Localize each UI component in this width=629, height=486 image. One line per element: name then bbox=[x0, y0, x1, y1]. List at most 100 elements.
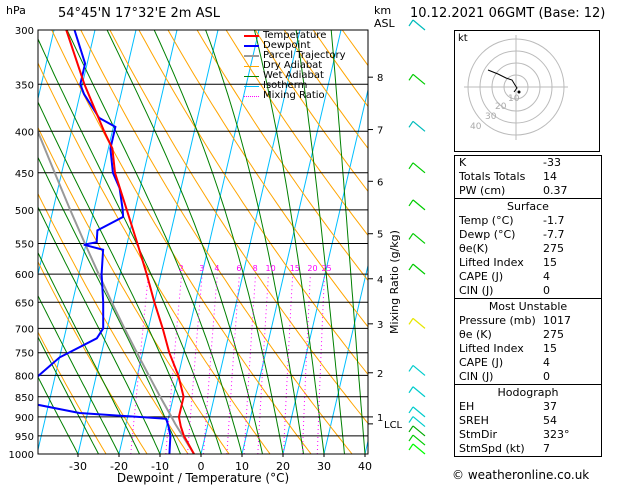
mixing-ratio-line bbox=[301, 274, 311, 454]
wind-barb bbox=[408, 443, 426, 455]
surface-row: Temp (°C) -1.7 bbox=[459, 214, 565, 227]
wind-barb bbox=[408, 233, 426, 244]
wind-barb bbox=[408, 199, 426, 211]
pressure-tick-label: 850 bbox=[15, 393, 34, 404]
dry-adiabat-line bbox=[196, 30, 368, 282]
mu-row: Pressure (mb) 1017 bbox=[459, 314, 571, 327]
wind-barb bbox=[408, 19, 426, 31]
copyright: © weatheronline.co.uk bbox=[452, 468, 590, 482]
mixing-ratio-label: 10 bbox=[266, 264, 276, 273]
legend-item-wet-adiabat: Wet Adiabat bbox=[244, 71, 346, 81]
isotherm-line bbox=[118, 30, 219, 454]
km-tick-label: 2 bbox=[377, 369, 383, 380]
dry-adiabat-line bbox=[38, 331, 107, 454]
dry-adiabat-line bbox=[254, 30, 368, 193]
legend-item-temperature: Temperature bbox=[244, 31, 346, 41]
pressure-tick-label: 1000 bbox=[9, 450, 34, 461]
mu-row: Lifted Index 15 bbox=[459, 342, 557, 355]
parcel-trajectory-line bbox=[38, 129, 195, 454]
mixing-ratio-line bbox=[165, 274, 183, 454]
hodograph: kt 10 20 30 40 bbox=[454, 30, 600, 152]
index-row-tt: Totals Totals 14 bbox=[459, 170, 557, 183]
wind-barb bbox=[408, 425, 426, 437]
legend: Temperature Dewpoint Parcel Trajectory D… bbox=[244, 31, 346, 101]
mixing-ratio-label: 8 bbox=[253, 264, 258, 273]
mixing-ratio-line bbox=[226, 274, 240, 454]
km-tick-label: 1 bbox=[377, 413, 383, 424]
km-tick-label: 4 bbox=[377, 275, 383, 286]
hodo-trace bbox=[487, 69, 518, 93]
isotherm-line bbox=[38, 30, 137, 452]
wind-barb bbox=[408, 406, 426, 418]
surface-row: CIN (J) 0 bbox=[459, 284, 550, 297]
pressure-tick-label: 550 bbox=[15, 239, 34, 250]
hpa-label: hPa bbox=[6, 4, 26, 17]
wind-barb bbox=[408, 317, 426, 329]
pressure-tick-label: 950 bbox=[15, 432, 34, 443]
wind-barb bbox=[408, 416, 426, 428]
temp-tick-label: 10 bbox=[235, 460, 249, 473]
wet-adiabat-line bbox=[38, 376, 79, 454]
wind-barb bbox=[408, 263, 426, 275]
hodo-ring-label: 10 bbox=[508, 94, 520, 104]
pressure-tick-label: 650 bbox=[15, 298, 34, 309]
legend-item-isotherm: Isotherm bbox=[244, 81, 346, 91]
legend-item-dewpoint: Dewpoint bbox=[244, 41, 346, 51]
pressure-tick-label: 450 bbox=[15, 169, 34, 180]
mixing-ratio-line bbox=[283, 274, 294, 454]
pressure-tick-label: 800 bbox=[15, 371, 34, 382]
hodo-storm-motion bbox=[517, 90, 521, 94]
isotherm-line bbox=[0, 30, 13, 454]
plot-frame bbox=[37, 29, 369, 455]
surface-row: Dewp (°C) -7.7 bbox=[459, 228, 565, 241]
hodo-row: EH 37 bbox=[459, 400, 557, 413]
hodo-ring-label: 20 bbox=[495, 102, 507, 112]
hodograph-table-title: Hodograph bbox=[455, 384, 601, 400]
surface-row: θe(K) 275 bbox=[459, 242, 564, 255]
isotherm-line bbox=[159, 30, 260, 454]
mixing-ratio-line bbox=[316, 274, 325, 454]
mixing-ratio-label: 25 bbox=[321, 264, 331, 273]
datetime-title: 10.12.2021 06GMT (Base: 12) bbox=[410, 6, 606, 21]
pressure-tick-label: 500 bbox=[15, 206, 34, 217]
km-tick-label: 7 bbox=[377, 126, 383, 137]
index-row-pw: PW (cm) 0.37 bbox=[459, 184, 568, 197]
mixing-ratio-line bbox=[257, 274, 269, 454]
hodo-ring-label: 30 bbox=[485, 112, 497, 122]
temp-tick-label: 0 bbox=[198, 460, 205, 473]
hodo-kt-label: kt bbox=[458, 33, 468, 44]
km-tick-label: 3 bbox=[377, 320, 383, 331]
temp-tick-label: -30 bbox=[69, 460, 87, 473]
legend-item-dry-adiabat: Dry Adiabat bbox=[244, 61, 346, 71]
mixing-ratio-label: 20 bbox=[307, 264, 317, 273]
isotherm-line bbox=[38, 30, 96, 277]
hodo-row: StmSpd (kt) 7 bbox=[459, 442, 550, 455]
isotherm-line bbox=[200, 30, 301, 454]
mu-row: CAPE (J) 4 bbox=[459, 356, 550, 369]
most-unstable-title: Most Unstable bbox=[455, 298, 601, 314]
wet-adiabat-line bbox=[38, 100, 202, 454]
params-table: K -33 Totals Totals 14 PW (cm) 0.37 Surface… bbox=[454, 155, 602, 457]
mixing-ratio-label: 6 bbox=[236, 264, 241, 273]
mu-row: CIN (J) 0 bbox=[459, 370, 550, 383]
legend-item-parcel: Parcel Trajectory bbox=[244, 51, 346, 61]
dry-adiabat-line bbox=[283, 30, 368, 150]
temp-tick-label: -20 bbox=[110, 460, 128, 473]
km-tick-label: 5 bbox=[377, 230, 383, 241]
pressure-tick-label: 300 bbox=[15, 26, 34, 37]
dewpoint-line bbox=[38, 30, 172, 454]
mixing-ratio-axis-label: Mixing Ratio (g/kg) bbox=[388, 230, 401, 334]
isotherm-line bbox=[77, 30, 178, 454]
km-label: km bbox=[374, 4, 392, 17]
wind-barb bbox=[408, 162, 426, 174]
index-row-k: K -33 bbox=[459, 156, 561, 169]
mu-row: θe (K) 275 bbox=[459, 328, 564, 341]
temp-tick-label: 30 bbox=[317, 460, 331, 473]
hodo-ring-label: 40 bbox=[470, 122, 482, 132]
pressure-tick-label: 700 bbox=[15, 324, 34, 335]
dry-adiabat-line bbox=[38, 126, 230, 454]
surface-row: Lifted Index 15 bbox=[459, 256, 557, 269]
mixing-ratio-line bbox=[243, 274, 257, 454]
